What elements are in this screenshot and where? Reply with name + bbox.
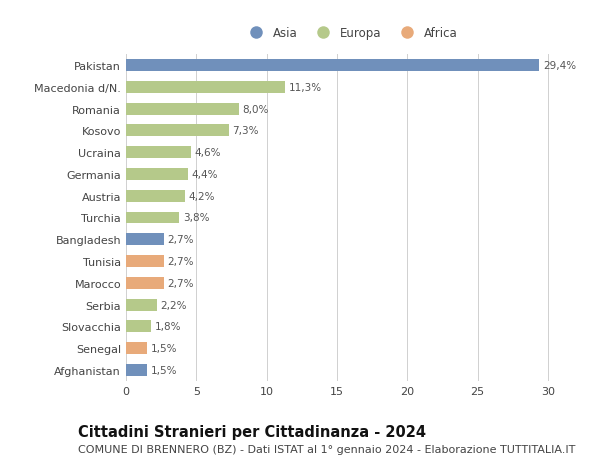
Bar bbox=[126, 256, 164, 268]
Text: 4,4%: 4,4% bbox=[191, 169, 218, 179]
Text: 1,5%: 1,5% bbox=[151, 343, 177, 353]
Text: 29,4%: 29,4% bbox=[543, 61, 576, 71]
Bar bbox=[126, 147, 191, 159]
Bar bbox=[126, 299, 157, 311]
Text: 11,3%: 11,3% bbox=[289, 83, 322, 93]
Bar bbox=[126, 321, 151, 333]
Text: 1,5%: 1,5% bbox=[151, 365, 177, 375]
Bar bbox=[126, 277, 164, 289]
Text: 2,7%: 2,7% bbox=[167, 278, 194, 288]
Text: 7,3%: 7,3% bbox=[232, 126, 259, 136]
Bar bbox=[126, 60, 539, 72]
Text: 1,8%: 1,8% bbox=[155, 322, 181, 332]
Text: 2,2%: 2,2% bbox=[160, 300, 187, 310]
Text: COMUNE DI BRENNERO (BZ) - Dati ISTAT al 1° gennaio 2024 - Elaborazione TUTTITALI: COMUNE DI BRENNERO (BZ) - Dati ISTAT al … bbox=[78, 444, 575, 454]
Bar bbox=[126, 125, 229, 137]
Bar bbox=[126, 342, 147, 354]
Text: 2,7%: 2,7% bbox=[167, 235, 194, 245]
Text: 4,6%: 4,6% bbox=[194, 148, 221, 158]
Bar bbox=[126, 168, 188, 180]
Bar bbox=[126, 364, 147, 376]
Legend: Asia, Europa, Africa: Asia, Europa, Africa bbox=[239, 22, 463, 44]
Text: 3,8%: 3,8% bbox=[183, 213, 209, 223]
Text: 8,0%: 8,0% bbox=[242, 104, 268, 114]
Bar bbox=[126, 234, 164, 246]
Bar bbox=[126, 82, 285, 94]
Bar bbox=[126, 212, 179, 224]
Text: 2,7%: 2,7% bbox=[167, 257, 194, 267]
Bar bbox=[126, 103, 239, 115]
Text: Cittadini Stranieri per Cittadinanza - 2024: Cittadini Stranieri per Cittadinanza - 2… bbox=[78, 425, 426, 440]
Text: 4,2%: 4,2% bbox=[188, 191, 215, 202]
Bar bbox=[126, 190, 185, 202]
